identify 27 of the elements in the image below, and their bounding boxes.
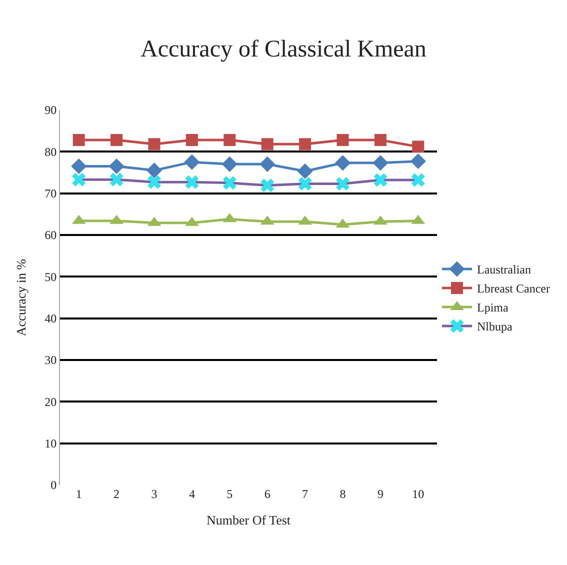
legend-label: Laustralian xyxy=(477,262,531,277)
x-axis-title: Number Of Test xyxy=(206,512,291,528)
y-tick-label: 70 xyxy=(44,186,57,201)
chart-title: Accuracy of Classical Kmean xyxy=(140,36,426,62)
x-tick-label: 5 xyxy=(226,487,233,501)
x-tick-label: 6 xyxy=(264,487,270,501)
legend-label: Lbreast Cancer xyxy=(477,282,550,296)
x-tick-label: 2 xyxy=(114,487,120,501)
y-tick-label: 90 xyxy=(44,103,57,118)
legend-label: Nlbupa xyxy=(477,320,513,334)
x-tick-label: 7 xyxy=(302,487,308,501)
y-axis-title: Accuracy in % xyxy=(14,258,29,336)
x-tick-label: 9 xyxy=(377,487,384,501)
x-tick-label: 8 xyxy=(340,487,346,501)
x-tick-label: 4 xyxy=(188,487,195,501)
x-tick-label: 1 xyxy=(76,487,82,501)
y-tick-label: 50 xyxy=(44,270,57,284)
x-tick-label: 3 xyxy=(151,487,158,501)
legend-label: Lpima xyxy=(477,300,509,315)
y-tick-label: 40 xyxy=(44,312,57,326)
y-tick-label: 0 xyxy=(50,478,57,492)
y-tick-label: 60 xyxy=(44,228,57,242)
y-tick-label: 80 xyxy=(44,144,57,159)
y-tick-label: 30 xyxy=(44,353,57,368)
x-tick-label: 10 xyxy=(412,487,424,501)
y-tick-label: 10 xyxy=(44,436,57,451)
y-tick-label: 20 xyxy=(44,394,57,409)
